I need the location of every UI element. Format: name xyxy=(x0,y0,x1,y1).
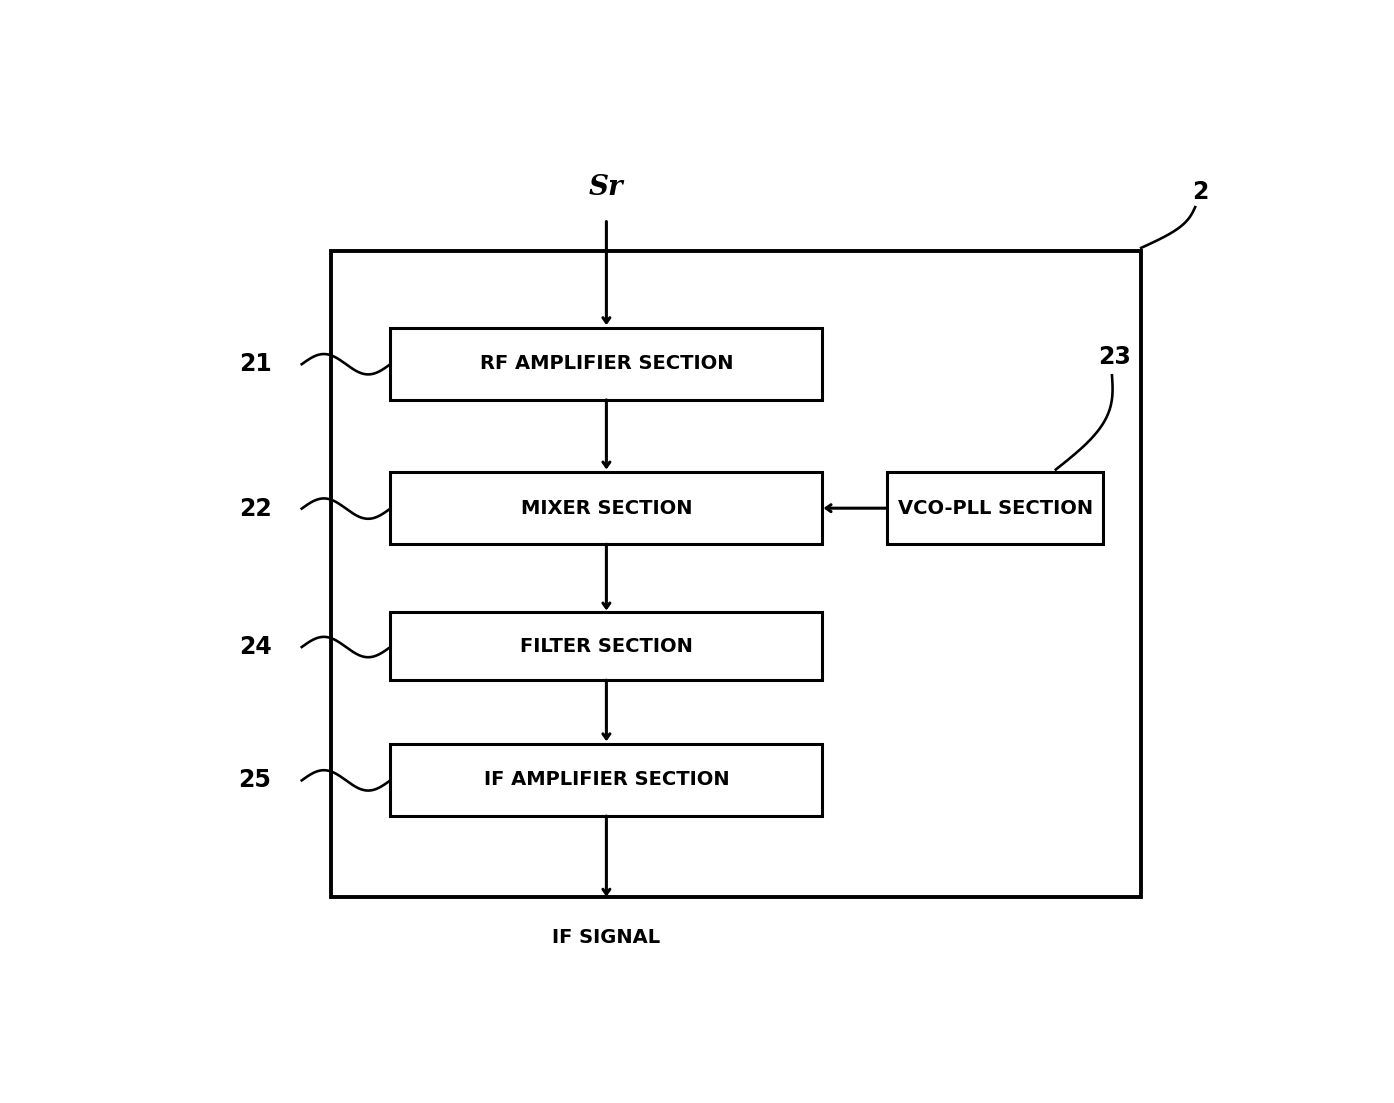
Text: VCO-PLL SECTION: VCO-PLL SECTION xyxy=(898,499,1093,517)
Text: MIXER SECTION: MIXER SECTION xyxy=(520,499,693,517)
Text: Sr: Sr xyxy=(590,174,623,201)
Bar xyxy=(390,472,822,544)
Text: 24: 24 xyxy=(238,635,272,658)
Bar xyxy=(390,612,822,681)
Text: 21: 21 xyxy=(238,352,272,376)
Text: RF AMPLIFIER SECTION: RF AMPLIFIER SECTION xyxy=(480,354,733,373)
Text: FILTER SECTION: FILTER SECTION xyxy=(520,636,693,655)
Bar xyxy=(330,251,1142,897)
Bar xyxy=(888,472,1104,544)
Text: 25: 25 xyxy=(238,769,272,792)
Text: 23: 23 xyxy=(1097,345,1131,370)
Bar xyxy=(390,743,822,816)
Text: IF SIGNAL: IF SIGNAL xyxy=(552,928,661,947)
Text: IF AMPLIFIER SECTION: IF AMPLIFIER SECTION xyxy=(484,771,729,790)
Text: 22: 22 xyxy=(238,496,272,521)
Text: 2: 2 xyxy=(1192,180,1209,204)
Bar xyxy=(390,328,822,400)
